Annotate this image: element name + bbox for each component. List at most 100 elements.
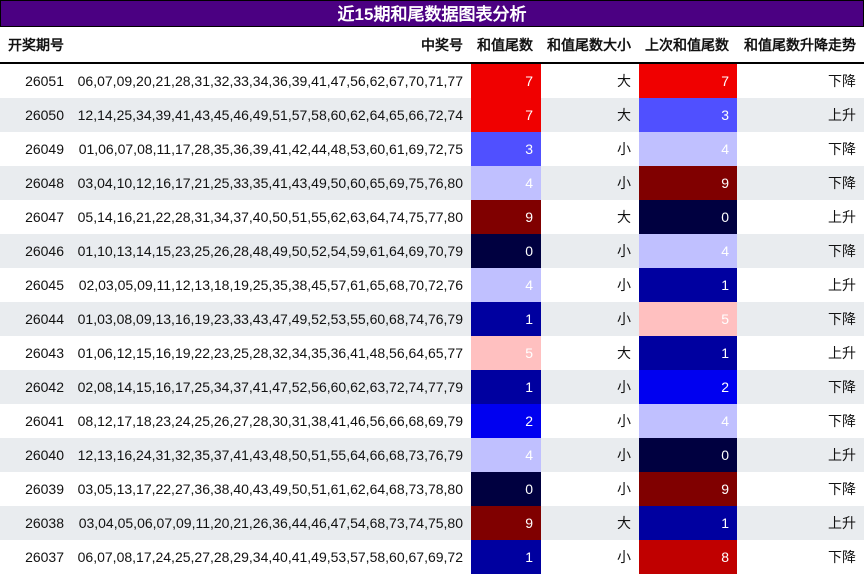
trend-cell: 下降 [737,370,864,404]
size-cell: 小 [541,438,639,472]
prev-tail-cell: 4 [639,132,737,166]
page-title: 近15期和尾数据图表分析 [0,0,864,27]
size-cell: 小 [617,277,631,293]
prev-tail-cell: 0 [639,200,737,234]
table-row: 26037 06,07,08,17,24,25,27,28,29,34,40,41… [0,540,864,574]
issue-cell: 26048 [0,166,72,200]
issue-cell: 26038 [0,506,72,540]
header-issue: 开奖期号 [0,27,72,64]
table-row: 26044 01,03,08,09,13,16,19,23,33,43,47,49… [0,302,864,336]
size-cell: 小 [541,370,639,404]
numbers-cell: 01,06,07,08,11,17,28,35,36,39,41,42,44,4… [78,141,463,157]
header-numbers: 中奖号 [72,27,471,64]
tail-cell: 1 [471,540,541,574]
issue-cell: 26042 [0,370,72,404]
trend-cell: 上升 [737,506,864,540]
numbers-cell: 03,04,10,12,16,17,21,25,33,35,41,43,49,5… [72,166,471,200]
table-row: 26050 12,14,25,34,39,41,43,45,46,49,51,57… [0,98,864,132]
table-row: 26040 12,13,16,24,31,32,35,37,41,43,48,50… [0,438,864,472]
tail-cell: 2 [471,404,541,438]
size-cell: 小 [617,413,631,429]
prev-tail-cell: 5 [639,302,737,336]
tail-cell: 4 [471,268,541,302]
issue-cell: 26041 [25,413,64,429]
trend-cell: 上升 [828,277,856,293]
tail-cell: 3 [471,132,541,166]
numbers-cell: 05,14,16,21,22,28,31,34,37,40,50,51,55,6… [77,209,463,225]
size-cell: 大 [541,98,639,132]
numbers-cell: 01,10,13,14,15,23,25,26,28,48,49,50,52,5… [72,234,471,268]
size-cell: 大 [541,506,639,540]
table-row: 26047 05,14,16,21,22,28,31,34,37,40,50,51… [0,200,864,234]
prev-tail-cell: 9 [639,472,737,506]
numbers-cell: 01,03,08,09,13,16,19,23,33,43,47,49,52,5… [72,302,471,336]
prev-tail-cell: 1 [639,336,737,370]
numbers-cell: 12,13,16,24,31,32,35,37,41,43,48,50,51,5… [72,438,471,472]
numbers-cell: 01,06,12,15,16,19,22,23,25,28,32,34,35,3… [77,345,463,361]
table-row: 26048 03,04,10,12,16,17,21,25,33,35,41,43… [0,166,864,200]
numbers-cell: 03,04,05,06,07,09,11,20,21,26,36,44,46,4… [72,506,471,540]
size-cell: 小 [541,302,639,336]
tail-cell: 1 [471,302,541,336]
trend-cell: 上升 [737,98,864,132]
numbers-cell: 02,08,14,15,16,17,25,34,37,41,47,52,56,6… [72,370,471,404]
prev-tail-cell: 1 [639,268,737,302]
prev-tail-cell: 0 [639,438,737,472]
trend-cell: 上升 [828,345,856,361]
size-cell: 小 [617,481,631,497]
prev-tail-cell: 8 [639,540,737,574]
tail-cell: 0 [471,472,541,506]
tail-cell: 9 [471,200,541,234]
table-row: 26039 03,05,13,17,22,27,36,38,40,43,49,50… [0,472,864,506]
table-row: 26043 01,06,12,15,16,19,22,23,25,28,32,34… [0,336,864,370]
issue-cell: 26050 [0,98,72,132]
numbers-cell: 06,07,08,17,24,25,27,28,29,34,40,41,49,5… [77,549,463,565]
size-cell: 小 [617,141,631,157]
trend-cell: 下降 [737,234,864,268]
table-row: 26041 08,12,17,18,23,24,25,26,27,28,30,31… [0,404,864,438]
tail-cell: 5 [471,336,541,370]
issue-cell: 26047 [25,209,64,225]
tail-cell: 4 [471,166,541,200]
tail-cell: 7 [471,98,541,132]
tail-cell: 0 [471,234,541,268]
tail-cell: 4 [471,438,541,472]
size-cell: 小 [541,166,639,200]
issue-cell: 26040 [0,438,72,472]
prev-tail-cell: 2 [639,370,737,404]
numbers-cell: 08,12,17,18,23,24,25,26,27,28,30,31,38,4… [77,413,463,429]
issue-cell: 26045 [25,277,64,293]
size-cell: 大 [617,209,631,225]
numbers-cell: 02,03,05,09,11,12,13,18,19,25,35,38,45,5… [78,277,463,293]
trend-cell: 上升 [737,438,864,472]
table-row: 26042 02,08,14,15,16,17,25,34,37,41,47,52… [0,370,864,404]
numbers-cell: 06,07,09,20,21,28,31,32,33,34,36,39,41,4… [77,73,463,89]
header-tail: 和值尾数 [471,27,541,64]
tail-cell: 1 [471,370,541,404]
table-row: 26046 01,10,13,14,15,23,25,26,28,48,49,50… [0,234,864,268]
header-trend: 和值尾数升降走势 [737,27,864,64]
header-prev-tail: 上次和值尾数 [639,27,737,64]
issue-cell: 26046 [0,234,72,268]
size-cell: 小 [617,549,631,565]
prev-tail-cell: 3 [639,98,737,132]
prev-tail-cell: 9 [639,166,737,200]
prev-tail-cell: 4 [639,234,737,268]
trend-cell: 下降 [828,141,856,157]
header-row: 开奖期号 中奖号 和值尾数 和值尾数大小 上次和值尾数 和值尾数升降走势 [0,27,864,64]
trend-cell: 上升 [828,209,856,225]
issue-cell: 26043 [25,345,64,361]
trend-cell: 下降 [737,302,864,336]
tail-cell: 9 [471,506,541,540]
issue-cell: 26037 [25,549,64,565]
trend-cell: 下降 [828,413,856,429]
trend-cell: 下降 [737,166,864,200]
table-row: 26051 06,07,09,20,21,28,31,32,33,34,36,39… [0,63,864,98]
numbers-cell: 12,14,25,34,39,41,43,45,46,49,51,57,58,6… [72,98,471,132]
header-size: 和值尾数大小 [541,27,639,64]
prev-tail-cell: 7 [639,63,737,98]
table-row: 26049 01,06,07,08,11,17,28,35,36,39,41,42… [0,132,864,166]
table-row: 26045 02,03,05,09,11,12,13,18,19,25,35,38… [0,268,864,302]
trend-cell: 下降 [828,481,856,497]
issue-cell: 26039 [25,481,64,497]
